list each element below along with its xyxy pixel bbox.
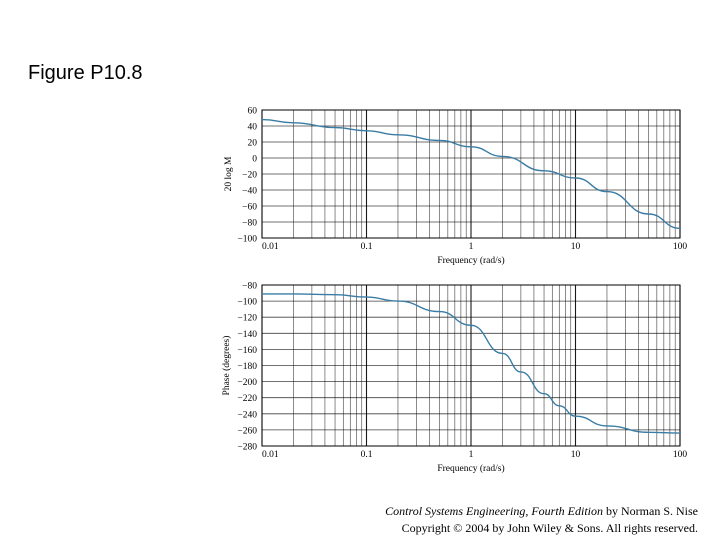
y-tick-label: −20 — [242, 171, 257, 181]
y-tick-label: −220 — [237, 394, 257, 404]
book-title: Control Systems Engineering, Fourth Edit… — [385, 504, 603, 518]
series-line — [261, 293, 681, 434]
y-axis-label: 20 log M — [224, 156, 234, 191]
x-tick-label: 0.1 — [361, 242, 373, 252]
y-tick-label: −40 — [242, 187, 257, 197]
grid-lines — [261, 284, 681, 447]
y-tick-label: −80 — [242, 282, 257, 292]
y-tick-label: −60 — [242, 203, 257, 213]
figure-title: Figure P10.8 — [28, 62, 143, 84]
x-tick-label: 100 — [673, 450, 688, 460]
x-tick-label: 100 — [673, 242, 688, 252]
x-tick-label: 0.1 — [361, 450, 373, 460]
y-tick-label: −80 — [242, 219, 257, 229]
y-tick-label: −180 — [237, 362, 257, 372]
y-tick-label: −100 — [237, 235, 257, 245]
y-axis-label: Phase (degrees) — [221, 336, 232, 396]
x-axis-label: Frequency (rad/s) — [437, 255, 504, 266]
plot-frame — [261, 284, 681, 447]
copyright-line: Copyright © 2004 by John Wiley & Sons. A… — [401, 521, 698, 535]
magnitude-plot: 60 40 20 0 −20 −40 −60 −80 −100 0.01 0.1 1 10 100 Freq… — [224, 107, 687, 267]
y-tick-label: 40 — [248, 123, 258, 133]
x-tick-label: 1 — [469, 242, 474, 252]
x-tick-label: 0.01 — [262, 450, 279, 460]
x-axis-label: Frequency (rad/s) — [437, 463, 504, 474]
plot-frame — [261, 109, 681, 239]
y-tick-label: 20 — [248, 139, 258, 149]
x-tick-label: 1 — [469, 450, 474, 460]
y-tick-label: −160 — [237, 346, 257, 356]
x-tick-label: 10 — [571, 450, 581, 460]
author-text: by Norman S. Nise — [603, 504, 698, 518]
x-tick-label: 0.01 — [262, 242, 279, 252]
y-tick-label: −280 — [237, 443, 257, 453]
y-tick-label: −260 — [237, 426, 257, 436]
phase-plot: −80 −100 −120 −140 −160 −180 −200 −220 −240 −260 −… — [221, 282, 687, 475]
x-tick-label: 10 — [571, 242, 581, 252]
copyright-credit: Control Systems Engineering, Fourth Edit… — [385, 503, 698, 537]
y-tick-label: −140 — [237, 330, 257, 340]
y-tick-label: 0 — [252, 155, 257, 165]
y-tick-label: −100 — [237, 298, 257, 308]
y-tick-label: −120 — [237, 314, 257, 324]
y-tick-label: −200 — [237, 378, 257, 388]
y-tick-label: −240 — [237, 410, 257, 420]
y-tick-label: 60 — [248, 107, 258, 117]
series-line — [261, 118, 681, 230]
grid-lines — [261, 109, 681, 239]
